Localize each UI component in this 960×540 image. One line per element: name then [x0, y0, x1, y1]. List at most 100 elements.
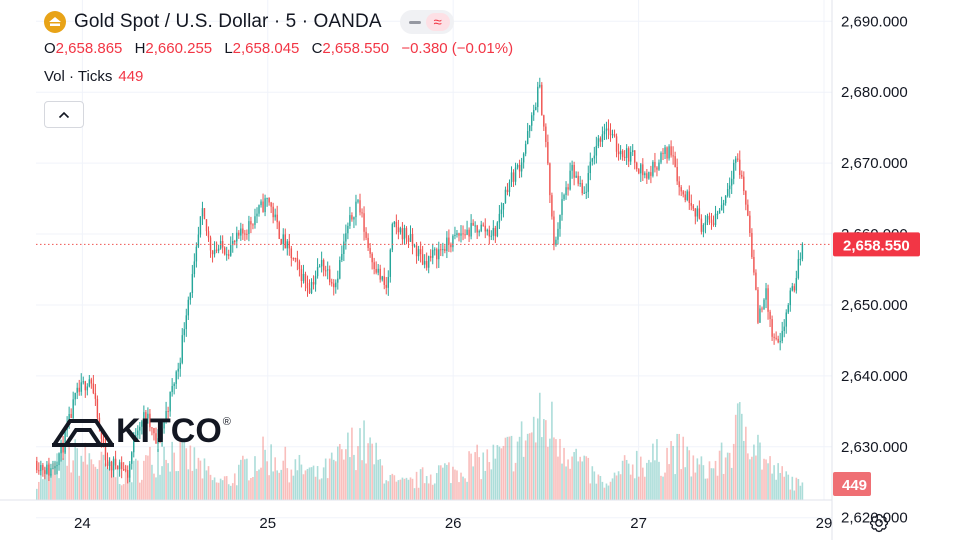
- volume-bar: [292, 475, 295, 500]
- volume-bars: [36, 392, 804, 500]
- candle-body: [147, 413, 149, 419]
- chart-legend: Gold Spot / U.S. Dollar · 5 · OANDA ≈ O2…: [44, 8, 521, 88]
- candle-body: [658, 162, 660, 170]
- settings-gear-icon[interactable]: [868, 512, 890, 534]
- candle-body: [318, 266, 321, 268]
- candle-body: [288, 241, 291, 249]
- hide-icon[interactable]: [404, 13, 426, 31]
- candle-body: [698, 208, 701, 219]
- candle-body: [92, 383, 95, 394]
- volume-bar: [498, 446, 501, 500]
- volume-bar: [238, 464, 240, 500]
- volume-bar: [207, 466, 210, 500]
- volume-bar: [484, 470, 487, 500]
- candle-body: [438, 249, 440, 260]
- candle-body: [591, 158, 594, 162]
- candle-body: [203, 208, 206, 220]
- volume-bar: [165, 459, 167, 500]
- candle-body: [726, 189, 729, 196]
- volume-bar: [401, 477, 404, 500]
- candle-body: [199, 216, 202, 235]
- volume-bar: [100, 451, 103, 500]
- volume-bar: [627, 463, 630, 500]
- volume-bar: [183, 438, 186, 500]
- candle-body: [367, 237, 369, 248]
- volume-bar: [797, 478, 800, 500]
- candle-body: [118, 462, 121, 470]
- candle-body: [749, 215, 751, 233]
- volume-bar: [286, 468, 289, 500]
- volume-bar: [78, 475, 81, 500]
- volume-bar: [678, 433, 680, 500]
- candle-body: [272, 206, 274, 218]
- volume-bar: [64, 447, 66, 500]
- volume-bar: [268, 475, 270, 500]
- volume-bar: [690, 476, 693, 500]
- volume-bar: [700, 456, 703, 500]
- candle-body: [278, 222, 280, 239]
- candle-body: [337, 278, 339, 283]
- volume-bar: [656, 439, 658, 500]
- candle-body: [674, 156, 676, 167]
- price-axis-label: 2,650.000: [841, 297, 908, 314]
- volume-bar: [783, 476, 786, 500]
- wave-icon[interactable]: ≈: [425, 13, 450, 31]
- candle-body: [181, 335, 183, 363]
- candle-body: [399, 228, 402, 233]
- volume-bar: [322, 467, 325, 500]
- volume-bar: [423, 483, 426, 500]
- volume-bar: [369, 437, 371, 500]
- volume-bar: [446, 464, 448, 500]
- volume-bar: [688, 450, 691, 500]
- volume-bar: [736, 403, 739, 500]
- candle-body: [329, 269, 331, 283]
- volume-bar: [266, 461, 268, 500]
- volume-bar: [712, 468, 715, 500]
- volume-bar: [571, 456, 573, 500]
- candle-body: [559, 214, 561, 229]
- candle-body: [601, 134, 604, 142]
- volume-bar: [310, 467, 313, 500]
- candle-body: [761, 308, 763, 310]
- candle-body: [442, 249, 444, 251]
- high-label: H: [134, 40, 146, 57]
- candle-body: [577, 175, 579, 184]
- symbol-title[interactable]: Gold Spot / U.S. Dollar · 5 · OANDA: [74, 11, 382, 32]
- candle-body: [777, 338, 779, 343]
- candle-body: [335, 282, 337, 288]
- volume-value: 449: [118, 68, 144, 85]
- volume-bar: [779, 472, 781, 500]
- volume-bar: [704, 478, 707, 500]
- volume-bar: [181, 441, 184, 500]
- candle-body: [395, 221, 398, 228]
- candle-body: [209, 237, 212, 251]
- candle-body: [359, 200, 361, 213]
- volume-bar: [219, 478, 222, 500]
- volume-bar: [676, 433, 678, 500]
- candle-body: [652, 161, 654, 176]
- candle-body: [452, 235, 454, 248]
- volume-bar: [280, 469, 283, 500]
- indicator-pill[interactable]: ≈: [399, 10, 454, 34]
- candle-body: [38, 470, 40, 472]
- candle-body: [254, 216, 256, 225]
- volume-bar: [326, 478, 329, 500]
- candle-body: [518, 164, 521, 172]
- volume-bar: [80, 455, 83, 500]
- price-axis-label: 2,630.000: [841, 439, 908, 456]
- volume-bar: [149, 446, 151, 500]
- volume-bar: [427, 483, 430, 500]
- candle-body: [413, 245, 416, 247]
- volume-bar: [536, 418, 539, 500]
- volume-bar: [674, 474, 676, 500]
- candle-body: [302, 273, 305, 281]
- volume-bar: [466, 481, 468, 500]
- volume-bar: [102, 454, 105, 500]
- price-axis: 2,690.0002,680.0002,670.0002,660.0002,65…: [831, 0, 908, 540]
- candle-body: [135, 435, 137, 437]
- collapse-legend-button[interactable]: [44, 101, 84, 128]
- candle-body: [535, 107, 537, 111]
- volume-bar: [623, 455, 626, 500]
